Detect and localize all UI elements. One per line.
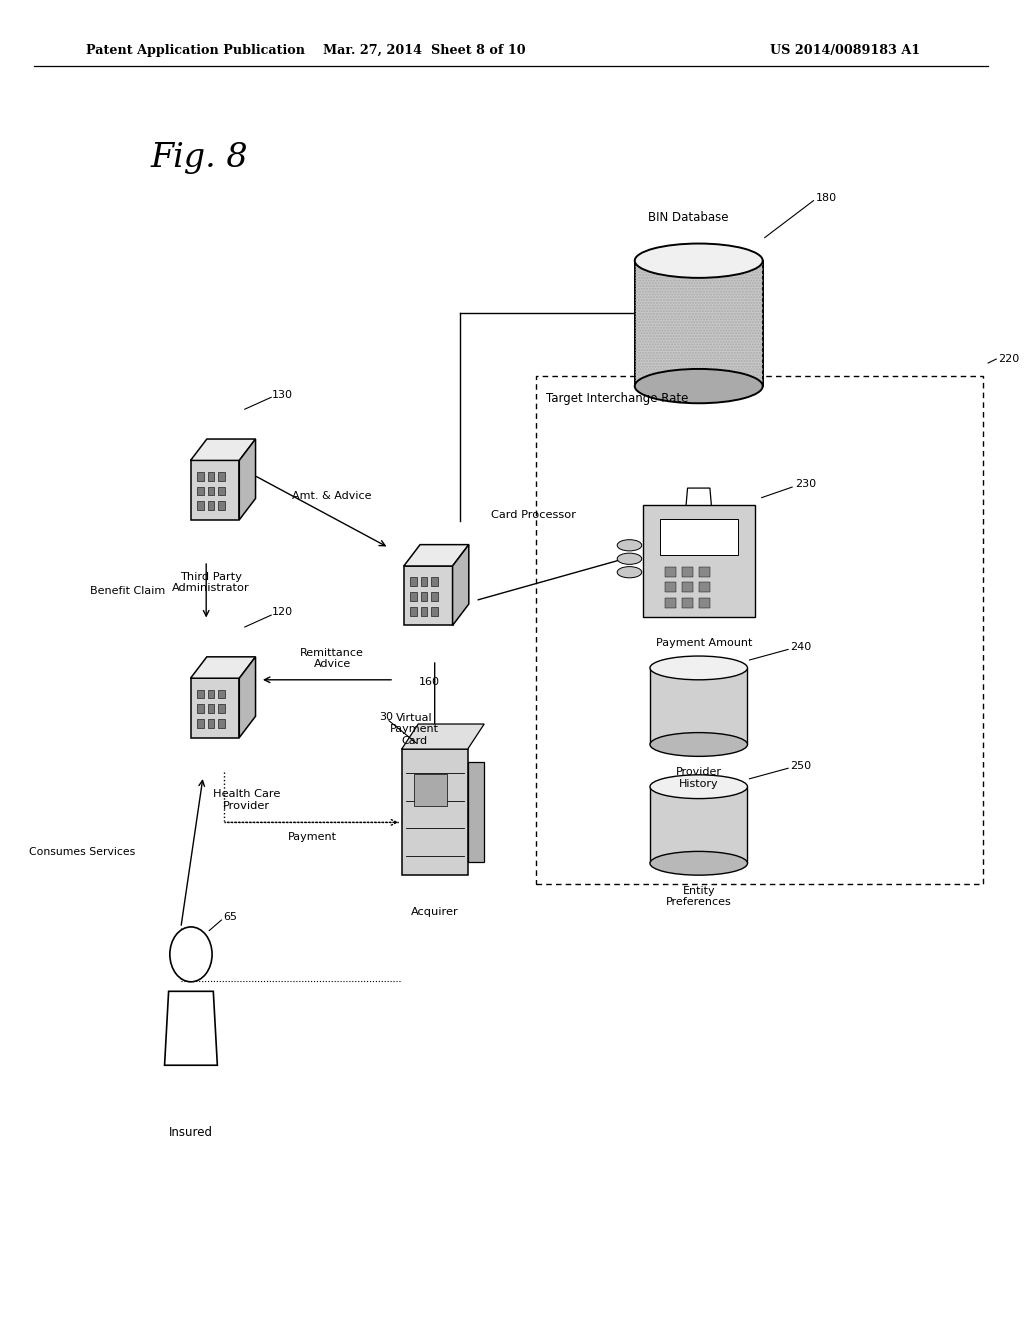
Bar bbox=[698, 566, 710, 577]
Ellipse shape bbox=[650, 775, 748, 799]
Polygon shape bbox=[165, 991, 217, 1065]
Text: Target Interchange Rate: Target Interchange Rate bbox=[547, 392, 689, 405]
Bar bbox=[682, 598, 693, 609]
Polygon shape bbox=[453, 545, 469, 626]
Text: Remittance
Advice: Remittance Advice bbox=[300, 648, 365, 669]
Polygon shape bbox=[240, 440, 256, 520]
Text: Insured: Insured bbox=[169, 1126, 213, 1139]
Bar bbox=[650, 787, 748, 863]
Text: Mar. 27, 2014  Sheet 8 of 10: Mar. 27, 2014 Sheet 8 of 10 bbox=[324, 44, 526, 57]
Bar bbox=[666, 598, 677, 609]
Bar bbox=[421, 607, 427, 616]
Bar bbox=[218, 471, 224, 480]
Text: 130: 130 bbox=[272, 389, 293, 400]
Text: Payment Amount: Payment Amount bbox=[655, 638, 752, 648]
Ellipse shape bbox=[635, 243, 763, 279]
Bar bbox=[682, 582, 693, 593]
Polygon shape bbox=[190, 440, 256, 461]
Ellipse shape bbox=[617, 540, 642, 550]
Text: Health Care
Provider: Health Care Provider bbox=[213, 789, 281, 810]
Bar bbox=[682, 566, 693, 577]
Bar bbox=[197, 689, 204, 698]
Text: 240: 240 bbox=[791, 642, 811, 652]
Text: 220: 220 bbox=[998, 354, 1020, 364]
Bar bbox=[659, 520, 738, 556]
Bar bbox=[218, 719, 224, 729]
Polygon shape bbox=[240, 657, 256, 738]
Text: Entity
Preferences: Entity Preferences bbox=[666, 886, 731, 907]
Text: Third Party
Administrator: Third Party Administrator bbox=[172, 572, 250, 593]
Text: Virtual
Payment
Card: Virtual Payment Card bbox=[390, 713, 439, 746]
Text: BIN Database: BIN Database bbox=[648, 211, 729, 224]
Bar bbox=[411, 593, 417, 601]
Ellipse shape bbox=[650, 851, 748, 875]
Text: 160: 160 bbox=[419, 677, 440, 688]
Text: Payment: Payment bbox=[289, 832, 337, 842]
Text: 230: 230 bbox=[796, 479, 816, 490]
Bar bbox=[468, 762, 484, 862]
Polygon shape bbox=[190, 657, 256, 678]
Text: Amt. & Advice: Amt. & Advice bbox=[292, 491, 372, 500]
Ellipse shape bbox=[617, 553, 642, 565]
Bar bbox=[431, 593, 438, 601]
Text: 30: 30 bbox=[379, 711, 393, 722]
Polygon shape bbox=[403, 545, 469, 566]
Polygon shape bbox=[685, 488, 712, 513]
Text: Fig. 8: Fig. 8 bbox=[151, 143, 248, 174]
Text: 65: 65 bbox=[223, 912, 238, 923]
Text: Card Processor: Card Processor bbox=[490, 510, 575, 520]
Bar bbox=[218, 705, 224, 713]
Bar bbox=[643, 506, 755, 618]
Bar bbox=[208, 487, 214, 495]
Ellipse shape bbox=[635, 370, 763, 404]
Bar bbox=[197, 487, 204, 495]
Bar bbox=[411, 607, 417, 616]
Bar bbox=[208, 705, 214, 713]
Text: Provider
History: Provider History bbox=[676, 767, 722, 788]
Ellipse shape bbox=[650, 733, 748, 756]
Bar bbox=[666, 582, 677, 593]
Text: US 2014/0089183 A1: US 2014/0089183 A1 bbox=[770, 44, 920, 57]
Text: Consumes Services: Consumes Services bbox=[29, 847, 135, 857]
Bar bbox=[635, 261, 763, 385]
Bar bbox=[431, 607, 438, 616]
Polygon shape bbox=[190, 678, 240, 738]
Polygon shape bbox=[401, 723, 484, 750]
Bar bbox=[421, 593, 427, 601]
Bar bbox=[208, 689, 214, 698]
Bar bbox=[414, 774, 446, 805]
Bar bbox=[666, 566, 677, 577]
Bar bbox=[411, 577, 417, 586]
Circle shape bbox=[170, 927, 212, 982]
Bar bbox=[635, 261, 763, 385]
Text: 180: 180 bbox=[815, 193, 837, 203]
Ellipse shape bbox=[617, 566, 642, 578]
Bar bbox=[208, 719, 214, 729]
Bar bbox=[698, 582, 710, 593]
Text: Benefit Claim: Benefit Claim bbox=[90, 586, 166, 595]
Bar bbox=[698, 598, 710, 609]
Ellipse shape bbox=[650, 656, 748, 680]
Bar bbox=[218, 689, 224, 698]
Bar bbox=[650, 668, 748, 744]
Bar bbox=[208, 502, 214, 511]
Text: Patent Application Publication: Patent Application Publication bbox=[86, 44, 305, 57]
Bar bbox=[421, 577, 427, 586]
Text: Acquirer: Acquirer bbox=[411, 907, 459, 917]
Bar bbox=[197, 719, 204, 729]
Text: 120: 120 bbox=[272, 607, 293, 618]
Bar bbox=[218, 487, 224, 495]
Bar bbox=[197, 705, 204, 713]
Bar bbox=[208, 471, 214, 480]
Bar bbox=[431, 577, 438, 586]
Bar bbox=[218, 502, 224, 511]
Polygon shape bbox=[190, 461, 240, 520]
Polygon shape bbox=[403, 566, 453, 626]
Bar bbox=[401, 750, 468, 874]
Text: 250: 250 bbox=[791, 760, 811, 771]
Bar bbox=[197, 471, 204, 480]
Bar bbox=[197, 502, 204, 511]
